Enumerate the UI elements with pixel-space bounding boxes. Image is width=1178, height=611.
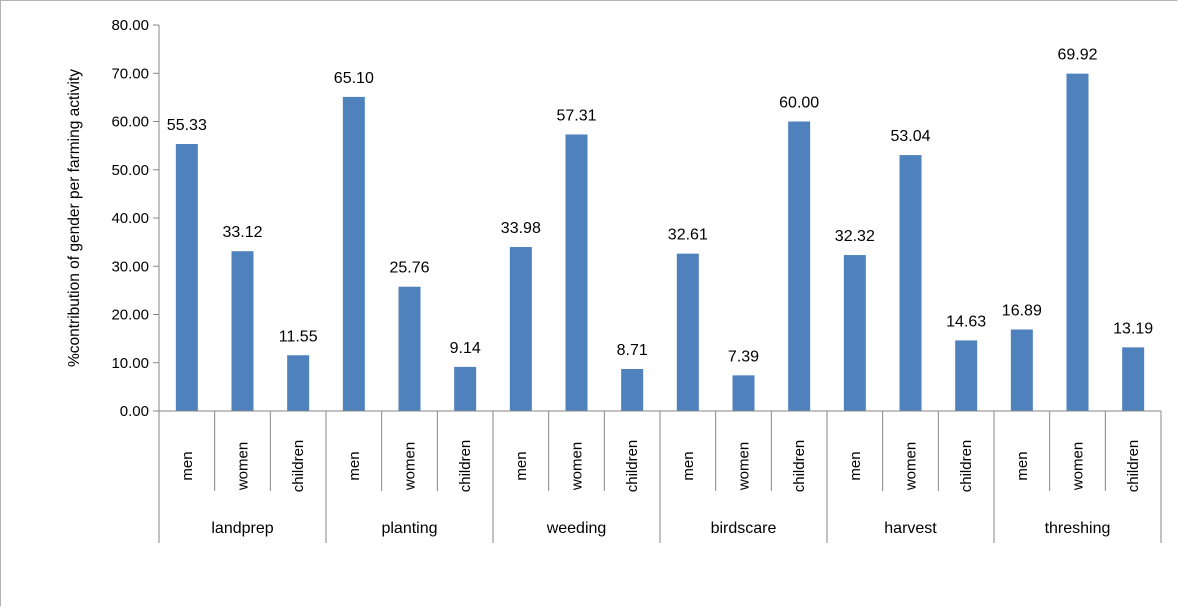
data-label: 65.10 (334, 70, 374, 87)
y-axis-title: %contribution of gender per farming acti… (66, 69, 83, 367)
category-label: women (235, 442, 252, 491)
data-label: 9.14 (450, 340, 481, 357)
y-tick-label: 20.00 (111, 307, 149, 324)
bar (1066, 73, 1089, 412)
data-label: 57.31 (556, 107, 596, 124)
data-label: 32.32 (835, 228, 875, 245)
data-label: 16.89 (1002, 303, 1042, 320)
bar (454, 366, 477, 411)
category-label: men (179, 451, 196, 480)
category-label: men (847, 451, 864, 480)
data-label: 7.39 (728, 348, 759, 365)
category-label: women (1070, 442, 1087, 491)
bar (676, 253, 699, 411)
group-label: planting (381, 520, 437, 537)
bar (621, 368, 644, 411)
y-tick-label: 70.00 (111, 65, 149, 82)
category-label: women (736, 442, 753, 491)
category-label: men (513, 451, 530, 480)
data-label: 13.19 (1113, 320, 1153, 337)
bar (342, 96, 365, 411)
category-label: children (290, 440, 307, 493)
category-label: children (1125, 440, 1142, 493)
y-tick-label: 10.00 (111, 355, 149, 372)
data-label: 33.98 (501, 220, 541, 237)
group-label: landprep (211, 520, 273, 537)
y-tick-label: 60.00 (111, 114, 149, 131)
data-label: 53.04 (890, 128, 930, 145)
data-label: 69.92 (1057, 47, 1097, 64)
bar (955, 340, 978, 411)
bar (565, 134, 588, 411)
category-label: children (624, 440, 641, 493)
bar (509, 247, 532, 411)
data-label: 14.63 (946, 313, 986, 330)
data-label: 25.76 (389, 260, 429, 277)
bar (1010, 329, 1033, 411)
category-label: men (1014, 451, 1031, 480)
bars (175, 73, 1145, 412)
bar (788, 121, 811, 411)
category-label: men (680, 451, 697, 480)
category-label: children (958, 440, 975, 493)
y-tick-label: 50.00 (111, 162, 149, 179)
category-label: women (903, 442, 920, 491)
group-label: harvest (884, 520, 937, 537)
bar (732, 375, 755, 411)
data-label: 55.33 (167, 117, 207, 134)
bar (175, 144, 198, 411)
data-label: 33.12 (222, 224, 262, 241)
category-label: men (346, 451, 363, 480)
category-label: women (402, 442, 419, 491)
y-tick-label: 0.00 (120, 403, 149, 420)
y-tick-label: 80.00 (111, 17, 149, 34)
y-tick-label: 40.00 (111, 210, 149, 227)
group-label: threshing (1045, 520, 1111, 537)
group-label: weeding (546, 520, 607, 537)
bar (287, 355, 310, 411)
bar (843, 255, 866, 411)
category-label: children (457, 440, 474, 493)
category-label: children (791, 440, 808, 493)
data-label: 32.61 (668, 227, 708, 244)
data-labels: 55.33 33.12 11.55 65.10 25.76 9.14 33.98 57.31 8… (167, 47, 1153, 366)
y-axis: 0.00 10.00 20.00 30.00 40.00 50.00 60.00 70.00 8… (111, 17, 160, 420)
data-label: 60.00 (779, 95, 819, 112)
data-label: 8.71 (617, 342, 648, 359)
category-label: women (569, 442, 586, 491)
data-label: 11.55 (279, 328, 318, 345)
group-label: birdscare (711, 520, 777, 537)
bar (1122, 347, 1145, 411)
bar (398, 286, 421, 411)
x-axis: men women children men women children men women… (158, 410, 1162, 543)
bar (231, 251, 254, 411)
bar (899, 155, 922, 411)
y-tick-label: 30.00 (111, 258, 149, 275)
